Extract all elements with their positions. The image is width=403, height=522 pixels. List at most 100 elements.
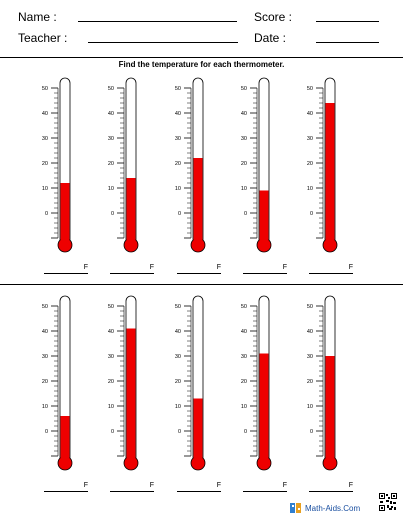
thermometer: 50 40 30 20 10 0	[96, 295, 139, 495]
mercury-column	[126, 178, 136, 245]
tick-label: 10	[307, 186, 313, 192]
tick-label: 20	[108, 161, 114, 167]
unit-label: F	[282, 482, 287, 489]
tick-label: 10	[42, 186, 48, 192]
tick-label: 10	[175, 186, 181, 192]
tick-label: 50	[42, 304, 48, 310]
tick-label: 30	[307, 136, 313, 142]
thermometer-graphic: 50 40 30 20 10 0	[108, 295, 139, 471]
tick-label: 10	[175, 404, 181, 410]
qr-code-icon	[379, 493, 397, 511]
thermometer: 50 40 30 20 10 0	[96, 77, 139, 277]
thermometer: 50 40 30 20 10 0	[295, 77, 338, 277]
name-field-line[interactable]	[78, 21, 237, 22]
date-label: Date :	[254, 31, 287, 45]
tick-label: 30	[241, 136, 247, 142]
tick-label: 50	[108, 304, 114, 310]
mercury-column	[193, 398, 203, 463]
tick-label: 20	[307, 379, 313, 385]
tick-label: 20	[42, 161, 48, 167]
tick-label: 50	[241, 304, 247, 310]
tick-label: 30	[42, 136, 48, 142]
tick-label: 50	[307, 304, 313, 310]
thermometer: 50 40 30 20 10 0	[163, 77, 206, 277]
instructions: Find the temperature for each thermomete…	[118, 60, 285, 69]
score-field-line[interactable]	[316, 21, 379, 22]
tick-label: 40	[42, 111, 48, 117]
tick-label: 0	[244, 211, 247, 217]
answer-field[interactable]: F	[243, 481, 287, 492]
answer-field[interactable]: F	[243, 263, 287, 274]
thermometer-graphic: 50 40 30 20 10 0	[241, 295, 272, 471]
tick-label: 10	[42, 404, 48, 410]
tick-label: 10	[108, 186, 114, 192]
tick-label: 0	[310, 429, 313, 435]
answer-field[interactable]: F	[110, 481, 154, 492]
row-divider	[0, 284, 403, 285]
tick-label: 10	[108, 404, 114, 410]
tick-label: 0	[244, 429, 247, 435]
tick-label: 40	[307, 329, 313, 335]
mercury-column	[259, 353, 269, 463]
logo-text: Math-Aids.Com	[305, 503, 361, 513]
thermometer-graphic: 50 40 30 20 10 0	[108, 77, 139, 253]
tick-label: 50	[175, 304, 181, 310]
thermometer: 50 40 30 20 10 0	[295, 295, 338, 495]
tick-label: 40	[241, 111, 247, 117]
tick-label: 40	[307, 111, 313, 117]
tick-label: 20	[241, 379, 247, 385]
answer-field[interactable]: F	[110, 263, 154, 274]
tick-label: 0	[45, 211, 48, 217]
unit-label: F	[348, 264, 353, 271]
thermometer-graphic: 50 40 30 20 10 0	[42, 295, 73, 471]
tick-label: 40	[42, 329, 48, 335]
thermometer-graphic: 50 40 30 20 10 0	[241, 77, 272, 253]
thermometer: 50 40 30 20 10 0	[163, 295, 206, 495]
answer-field[interactable]: F	[44, 481, 88, 492]
thermometer-graphic: 50 40 30 20 10 0	[307, 295, 338, 471]
tick-label: 20	[175, 379, 181, 385]
tick-label: 30	[175, 136, 181, 142]
unit-label: F	[149, 482, 154, 489]
answer-field[interactable]: F	[44, 263, 88, 274]
mercury-column	[60, 183, 70, 245]
thermometer-graphic: 50 40 30 20 10 0	[42, 77, 73, 253]
header-divider	[0, 57, 403, 58]
tick-label: 50	[42, 86, 48, 92]
answer-field[interactable]: F	[309, 481, 353, 492]
mercury-column	[60, 416, 70, 463]
unit-label: F	[83, 264, 88, 271]
tick-label: 0	[111, 211, 114, 217]
mercury-column	[193, 158, 203, 245]
answer-field[interactable]: F	[177, 263, 221, 274]
unit-label: F	[348, 482, 353, 489]
tick-label: 0	[111, 429, 114, 435]
answer-field[interactable]: F	[309, 263, 353, 274]
mercury-column	[126, 328, 136, 463]
math-aids-logo: Math-Aids.Com	[289, 502, 360, 514]
thermometer-graphic: 50 40 30 20 10 0	[307, 77, 338, 253]
thermometer: 50 40 30 20 10 0	[229, 77, 272, 277]
tick-label: 30	[42, 354, 48, 360]
score-label: Score :	[254, 10, 293, 24]
tick-label: 50	[307, 86, 313, 92]
date-field-line[interactable]	[316, 42, 379, 43]
tick-label: 40	[175, 329, 181, 335]
tick-label: 40	[108, 329, 114, 335]
mercury-column	[259, 190, 269, 245]
name-label: Name :	[18, 10, 57, 24]
tick-label: 30	[307, 354, 313, 360]
tick-label: 20	[108, 379, 114, 385]
answer-field[interactable]: F	[177, 481, 221, 492]
tick-label: 20	[241, 161, 247, 167]
unit-label: F	[216, 264, 221, 271]
tick-label: 30	[108, 136, 114, 142]
tick-label: 20	[307, 161, 313, 167]
teacher-field-line[interactable]	[88, 42, 238, 43]
tick-label: 40	[175, 111, 181, 117]
thermometer-graphic: 50 40 30 20 10 0	[175, 77, 206, 253]
tick-label: 20	[42, 379, 48, 385]
thermometer: 50 40 30 20 10 0	[229, 295, 272, 495]
tick-label: 10	[241, 186, 247, 192]
mercury-column	[325, 356, 335, 463]
